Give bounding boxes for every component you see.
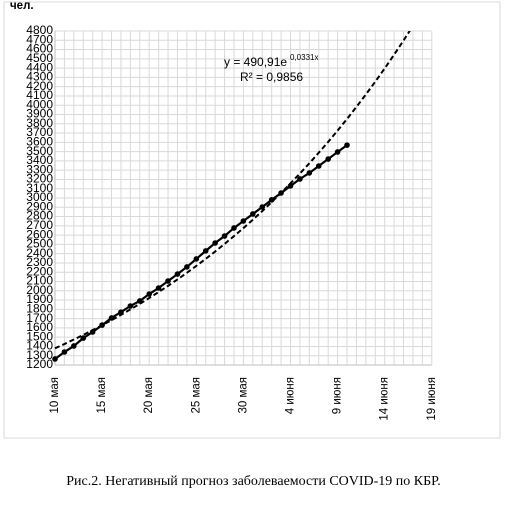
- y-tick-label: 1400: [26, 339, 53, 353]
- equation: y = 490,91e: [224, 55, 287, 69]
- data-point: [174, 271, 181, 277]
- y-tick-label: 2000: [26, 283, 53, 297]
- data-point: [165, 278, 171, 284]
- x-tick-label: 10 мая: [49, 377, 61, 414]
- data-point: [297, 176, 303, 182]
- y-tick-label: 2300: [26, 255, 53, 269]
- data-point: [127, 303, 134, 309]
- x-tick-label: 30 мая: [237, 377, 249, 414]
- y-tick-label: 2100: [26, 274, 53, 288]
- x-tick-label: 19 июня: [426, 377, 438, 421]
- x-tick-label: 4 июня: [285, 377, 297, 414]
- data-point: [287, 183, 294, 189]
- data-point: [344, 142, 350, 148]
- data-point: [155, 285, 162, 291]
- y-tick-label: 2500: [26, 237, 53, 251]
- y-tick-label: 3900: [26, 107, 53, 121]
- data-point: [71, 343, 77, 349]
- y-tick-label: 3200: [26, 172, 53, 186]
- data-point: [61, 349, 68, 355]
- caption: Рис.2. Негативный прогноз заболеваемости…: [66, 474, 441, 489]
- y-tick-label: 2200: [26, 264, 53, 278]
- data-point: [52, 356, 58, 362]
- y-tick-label: 1700: [26, 311, 53, 325]
- y-tick-label: 4800: [26, 23, 53, 37]
- y-tick-label: 3000: [26, 190, 53, 204]
- y-tick-label: 3300: [26, 162, 53, 176]
- y-tick-label: 3800: [26, 116, 53, 130]
- data-point: [80, 335, 87, 341]
- data-point: [184, 264, 190, 270]
- y-tick-label: 4700: [26, 32, 53, 46]
- y-tick-label: 2800: [26, 209, 53, 223]
- data-point: [334, 149, 341, 155]
- y-tick-label: 2600: [26, 227, 53, 241]
- y-tick-label: 4100: [26, 88, 53, 102]
- y-tick-label: 3600: [26, 135, 53, 149]
- y-tick-label: 4600: [26, 42, 53, 56]
- y-tick-label: 2900: [26, 199, 53, 213]
- y-tick-label: 4500: [26, 51, 53, 65]
- y-tick-label: 1600: [26, 320, 53, 334]
- y-tick-label: 3400: [26, 153, 53, 167]
- y-tick-label: 1500: [26, 329, 53, 343]
- y-tick-label: 3100: [26, 181, 53, 195]
- y-axis-label: чел.: [10, 0, 34, 12]
- data-point: [240, 218, 247, 224]
- x-tick-label: 9 июня: [332, 377, 344, 414]
- data-point: [212, 240, 218, 246]
- y-tick-label: 4300: [26, 70, 53, 84]
- y-tick-label: 2700: [26, 218, 53, 232]
- data-point: [250, 211, 256, 217]
- y-tick-label: 1800: [26, 302, 53, 316]
- y-tick-label: 4000: [26, 97, 53, 111]
- y-tick-label: 4400: [26, 60, 53, 74]
- data-point: [202, 248, 209, 254]
- x-tick-label: 15 мая: [96, 377, 108, 414]
- y-tick-label: 3700: [26, 125, 53, 139]
- grid: [54, 30, 433, 366]
- r-squared: R² = 0,9856: [240, 70, 303, 84]
- y-tick-label: 3500: [26, 144, 53, 158]
- y-tick-label: 1300: [26, 348, 53, 362]
- marks: [52, 31, 411, 362]
- equation-exponent: 0,0331x: [290, 53, 318, 62]
- trend-line: [54, 31, 411, 350]
- x-tick-label: 20 мая: [143, 377, 155, 414]
- data-point: [315, 163, 322, 169]
- data-point: [146, 291, 152, 297]
- data-point: [306, 170, 313, 176]
- data-point: [325, 156, 331, 162]
- data-point: [221, 233, 228, 239]
- y-tick-label: 1200: [26, 357, 53, 371]
- data-point: [193, 256, 200, 262]
- y-tick-label: 4200: [26, 79, 53, 93]
- y-tick-label: 2400: [26, 246, 53, 260]
- y-tick-label: 1900: [26, 292, 53, 306]
- data-point: [231, 225, 237, 231]
- x-tick-label: 14 июня: [379, 377, 391, 421]
- x-tick-label: 25 мая: [190, 377, 202, 414]
- chart-frame: [3, 1, 501, 439]
